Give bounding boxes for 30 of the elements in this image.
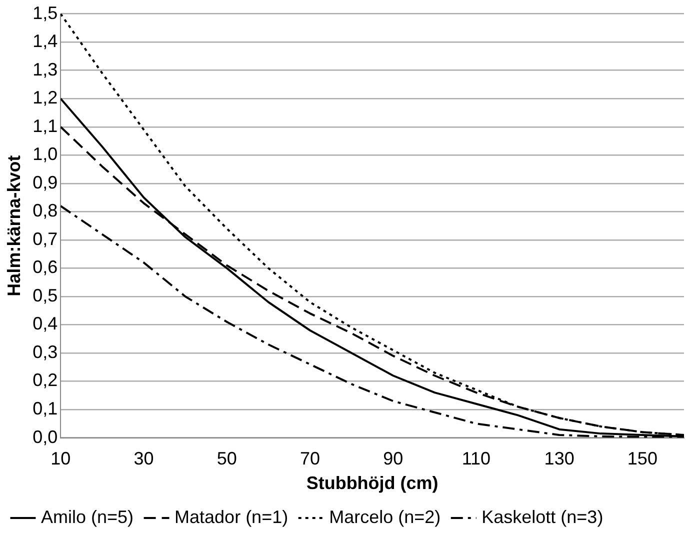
y-tick-label: 1,5	[32, 2, 58, 23]
y-tick-label: 0,1	[32, 398, 58, 418]
y-axis-title: Halm:kärna-kvot	[4, 155, 24, 296]
y-tick-label: 0,8	[32, 200, 58, 221]
y-tick-label: 1,0	[32, 144, 58, 164]
y-tick-label: 0,2	[32, 370, 58, 390]
legend-label: Matador (n=1)	[174, 506, 288, 527]
y-tick-label: 0,0	[32, 426, 58, 447]
x-tick-label: 30	[134, 448, 154, 469]
y-tick-label: 0,7	[32, 228, 58, 249]
x-tick-label: 130	[544, 448, 574, 469]
y-tick-label: 1,4	[32, 31, 58, 52]
x-tick-label: 150	[627, 448, 658, 469]
y-tick-label: 0,5	[32, 285, 58, 306]
y-tick-label: 0,3	[32, 342, 58, 362]
y-tick-label: 0,9	[32, 172, 58, 192]
x-tick-label: 50	[216, 448, 237, 469]
x-tick-label: 70	[300, 448, 320, 469]
y-tick-label: 1,1	[32, 116, 58, 136]
x-axis-title: Stubbhöjd (cm)	[306, 473, 438, 494]
legend-label: Kaskelott (n=3)	[482, 506, 604, 527]
legend-label: Marcelo (n=2)	[329, 506, 441, 527]
y-tick-label: 1,2	[32, 88, 58, 108]
x-tick-label: 10	[50, 448, 71, 469]
x-tick-label: 90	[383, 448, 404, 469]
x-tick-label: 110	[462, 448, 491, 469]
y-tick-label: 1,3	[32, 59, 58, 80]
y-tick-label: 0,4	[32, 314, 58, 334]
y-tick-label: 0,6	[32, 257, 58, 278]
legend-label: Amilo (n=5)	[41, 506, 134, 527]
